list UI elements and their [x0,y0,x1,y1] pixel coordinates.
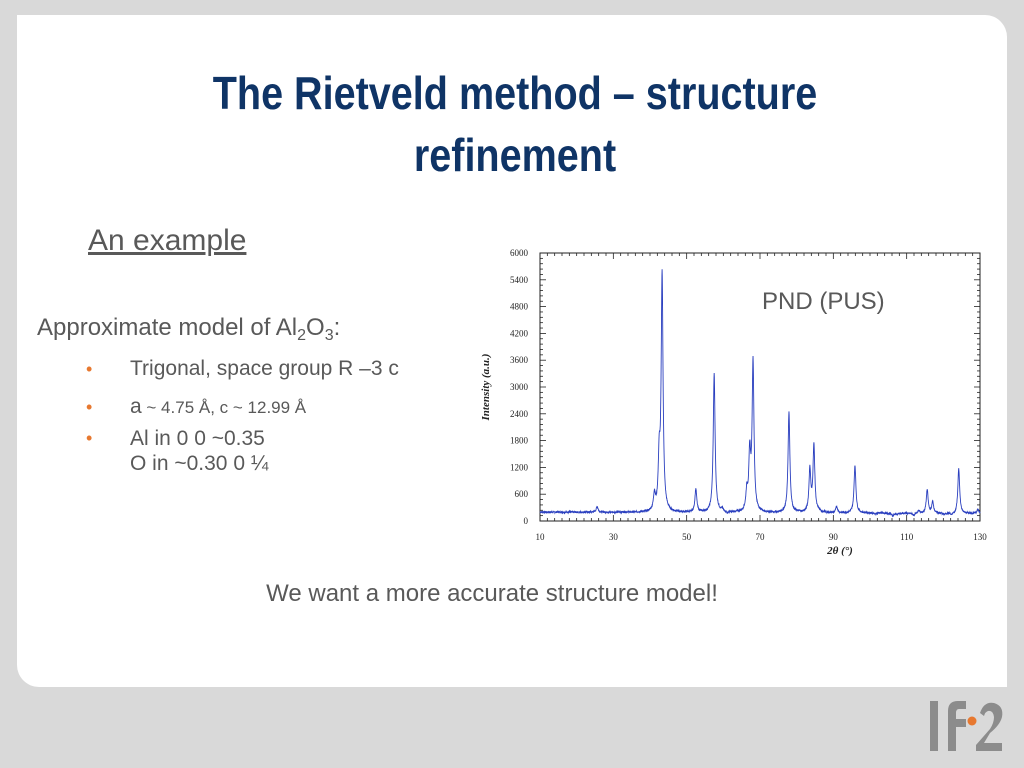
axis-ticks [539,252,981,522]
y-tick-label: 4800 [510,302,529,312]
conclusion-text: We want a more accurate structure model! [266,580,718,607]
model-bullet-list: • Trigonal, space group R –3 c • a ~ 4.7… [86,352,399,476]
title-line-2: refinement [413,129,617,181]
y-tick-label: 4200 [510,328,529,338]
bullet-positions: • Al in 0 0 ~0.35 O in ~0.30 0 ¼ [86,426,399,476]
x-tick-label: 50 [682,532,692,542]
diffraction-chart-svg: 0 600 1200 1800 2400 3000 3600 4200 4800 5400 6000… [480,248,988,557]
y-tick-label: 0 [524,516,529,526]
x-tick-label: 30 [609,532,619,542]
diffraction-chart: 0 600 1200 1800 2400 3000 3600 4200 4800 5400 6000… [474,241,988,573]
model-heading-mid: O [306,314,325,341]
y-tick-labels: 0 600 1200 1800 2400 3000 3600 4200 4800 5400 6000 [510,248,529,526]
slide-title: The Rietveld method – structure refineme… [158,62,872,186]
x-tick-label: 70 [756,532,766,542]
bullet-line-2: O in ~0.30 0 ¼ [130,452,269,475]
slide-panel [17,15,1007,687]
chart-annotation: PND (PUS) [762,288,885,315]
bullet-text-small: ~ 4.75 Å, c ~ 12.99 Å [141,398,307,417]
x-tick-label: 110 [900,532,914,542]
y-tick-label: 3000 [510,382,529,392]
model-heading: Approximate model of Al2O3: [37,314,340,345]
bullet-lattice: • a ~ 4.75 Å, c ~ 12.99 Å [86,390,399,426]
x-axis-label: 2θ (°) [826,545,853,557]
x-tick-label: 10 [536,532,546,542]
y-tick-label: 5400 [510,275,529,285]
plot-frame [539,252,981,522]
model-heading-prefix: Approximate model of Al [37,314,298,341]
y-tick-label: 2400 [510,409,529,419]
title-line-1: The Rietveld method – structure [212,67,818,119]
ife-logo-icon [930,701,1003,751]
y-tick-label: 3600 [510,355,529,365]
diffraction-pattern-line [539,269,981,518]
model-heading-suffix: : [333,314,341,341]
y-tick-label: 600 [515,489,529,499]
bullet-space-group: • Trigonal, space group R –3 c [86,352,399,390]
bullet-text-main: a [130,395,142,418]
y-tick-label: 1200 [510,462,529,472]
section-subtitle: An example [88,224,247,257]
x-tick-label: 90 [829,532,839,542]
bullet-dot-icon: • [86,428,93,448]
bullet-dot-icon: • [86,359,93,379]
bullet-dot-icon: • [86,397,93,417]
y-tick-label: 1800 [510,436,529,446]
bullet-line-1: Al in 0 0 ~0.35 [130,427,265,450]
model-heading-sub-2: 3 [324,327,334,344]
model-heading-sub-1: 2 [297,327,307,344]
y-tick-label: 6000 [510,248,529,258]
bullet-text: Trigonal, space group R –3 c [130,357,399,380]
x-tick-label: 130 [973,532,987,542]
y-axis-label: Intensity (a.u.) [480,354,492,422]
x-tick-labels: 10 30 50 70 90 110 130 [536,532,988,542]
